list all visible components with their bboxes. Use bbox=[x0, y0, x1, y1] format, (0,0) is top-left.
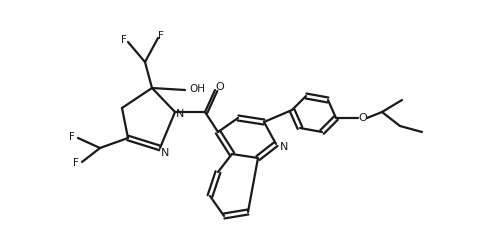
Text: N: N bbox=[176, 109, 184, 119]
Text: F: F bbox=[69, 132, 75, 142]
Text: O: O bbox=[359, 113, 367, 123]
Text: F: F bbox=[73, 158, 79, 168]
Text: N: N bbox=[280, 142, 288, 152]
Text: N: N bbox=[161, 148, 169, 158]
Text: F: F bbox=[158, 31, 164, 41]
Text: O: O bbox=[216, 82, 224, 92]
Text: F: F bbox=[121, 35, 127, 45]
Text: OH: OH bbox=[189, 84, 205, 94]
